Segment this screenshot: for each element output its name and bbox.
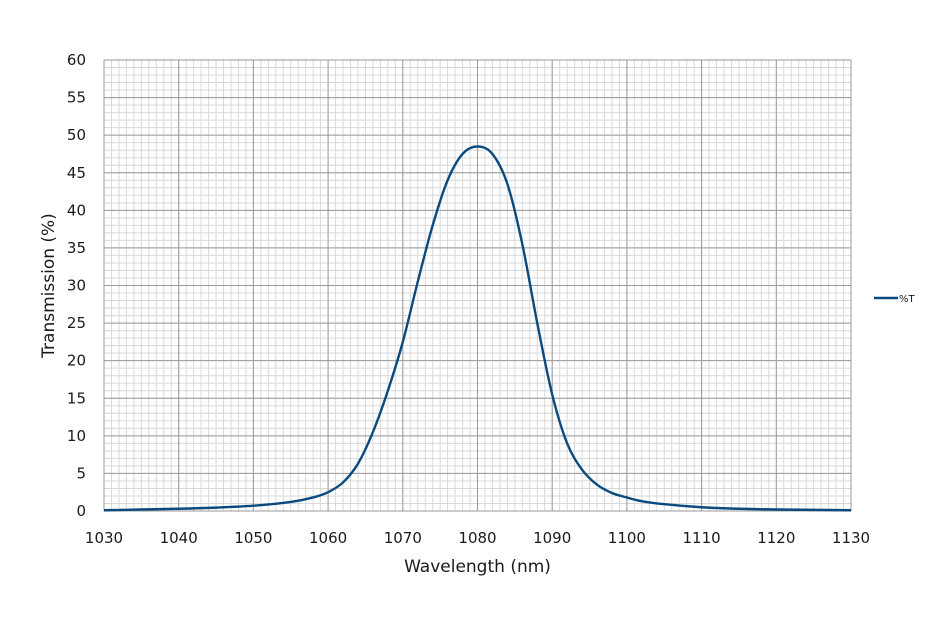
- x-tick-label: 1130: [832, 529, 870, 547]
- legend-label: %T: [899, 294, 916, 305]
- x-tick-label: 1060: [309, 529, 347, 547]
- y-tick-label: 5: [76, 464, 86, 482]
- x-axis-title: Wavelength (nm): [404, 557, 551, 577]
- x-tick-label: 1110: [683, 529, 721, 547]
- x-tick-label: 1070: [384, 529, 422, 547]
- y-tick-label: 35: [67, 239, 86, 257]
- x-axis-ticks: 1030 1040 1050 1060 1070 1080 1090 1100 1110 1120…: [85, 529, 870, 547]
- x-tick-label: 1080: [458, 529, 496, 547]
- y-axis-ticks: 0 5 10 15 20 25 30 35 40 45 50 55 60: [67, 51, 86, 520]
- x-tick-label: 1120: [757, 529, 795, 547]
- y-tick-label: 25: [67, 314, 86, 332]
- y-tick-label: 50: [67, 126, 86, 144]
- x-tick-label: 1100: [608, 529, 646, 547]
- grid-major-lines: [103, 59, 852, 512]
- y-tick-label: 20: [67, 352, 86, 370]
- y-tick-label: 10: [67, 427, 86, 445]
- series-line-percent-t: [103, 145, 852, 512]
- y-tick-label: 45: [67, 164, 86, 182]
- y-tick-label: 60: [67, 51, 86, 69]
- x-tick-label: 1050: [234, 529, 272, 547]
- y-axis-title: Transmission (%): [39, 213, 59, 359]
- y-tick-label: 30: [67, 277, 86, 295]
- y-tick-label: 15: [67, 389, 86, 407]
- x-tick-label: 1090: [533, 529, 571, 547]
- y-tick-label: 40: [67, 201, 86, 219]
- y-tick-label: 0: [76, 502, 86, 520]
- y-tick-label: 55: [67, 89, 86, 107]
- x-tick-label: 1030: [85, 529, 123, 547]
- legend: %T: [874, 294, 916, 305]
- x-tick-label: 1040: [160, 529, 198, 547]
